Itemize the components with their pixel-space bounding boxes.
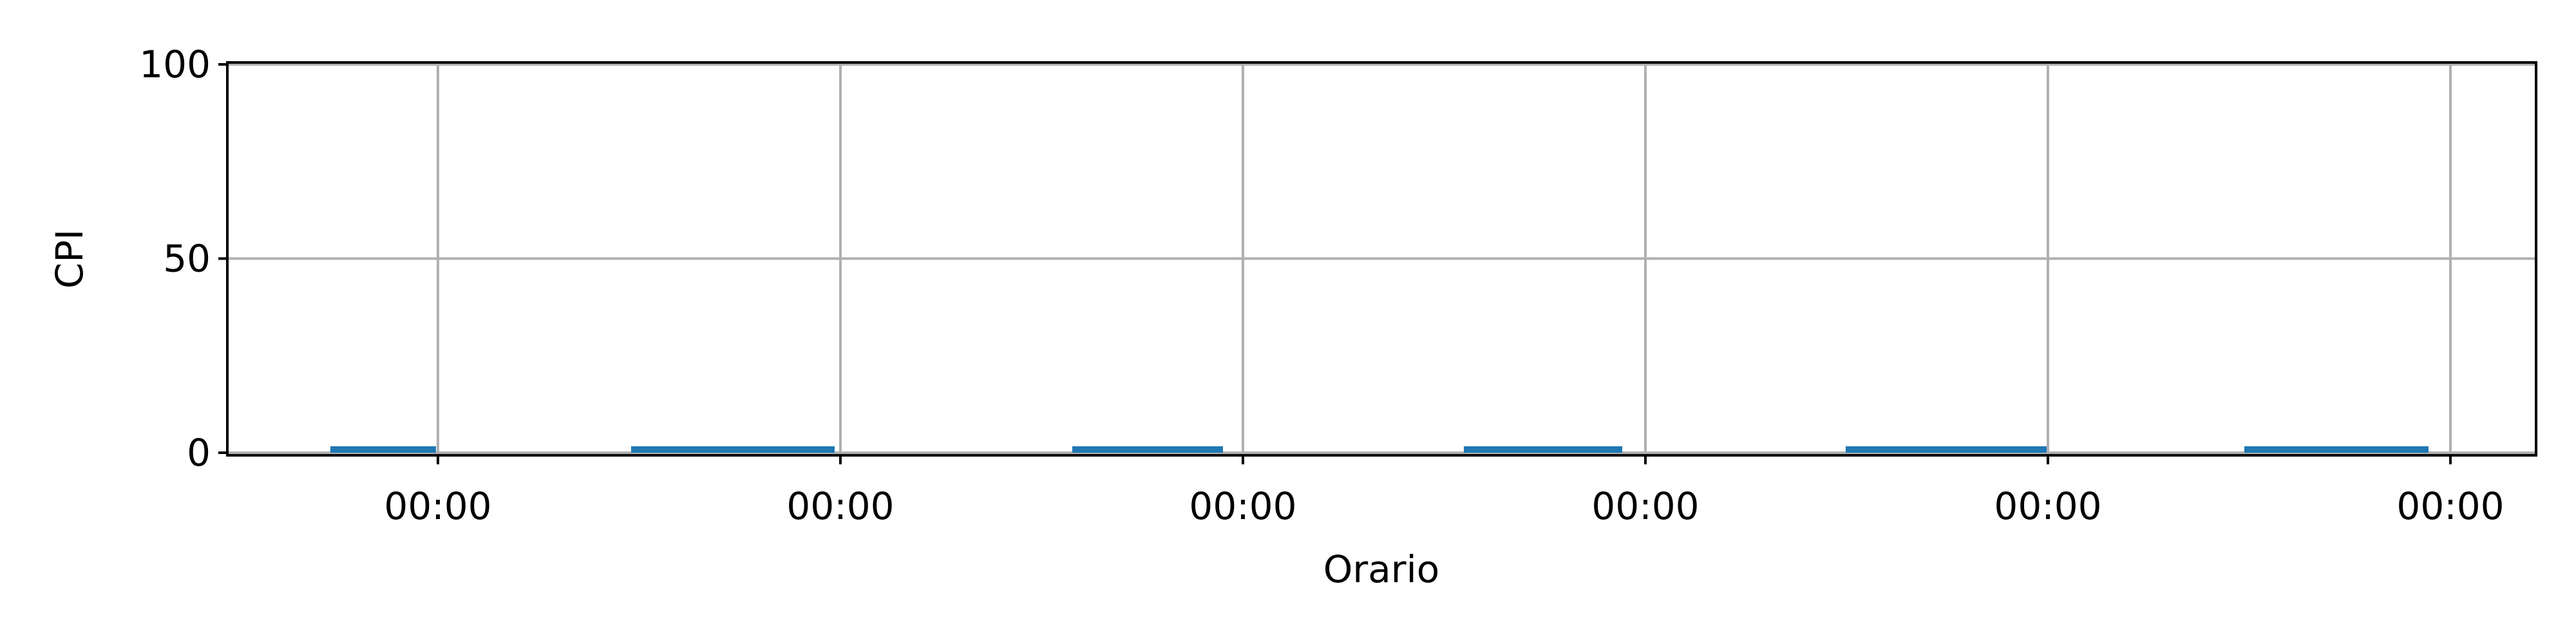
bar [1846,446,2047,453]
x-tick-label: 00:00 [1189,484,1296,528]
y-axis-label: CPI [48,229,91,289]
bar [330,446,436,453]
y-tick-label: 50 [163,237,211,281]
bar [631,446,835,453]
x-tick-label: 00:00 [2396,484,2504,528]
x-tick-label: 00:00 [786,484,894,528]
x-axis: 00:00 00:00 00:00 00:00 00:00 00:00 [384,455,2505,528]
x-axis-label: Orario [1323,547,1440,591]
y-axis: 0 50 100 [139,43,227,475]
bar [1464,446,1622,453]
y-tick-label: 100 [139,43,211,86]
x-tick-label: 00:00 [384,484,491,528]
x-tick-label: 00:00 [1591,484,1699,528]
bars [330,446,2429,453]
bar [2244,446,2429,453]
bar [1072,446,1223,453]
grid [227,62,2536,455]
x-tick-label: 00:00 [1994,484,2101,528]
y-tick-label: 0 [187,431,211,475]
